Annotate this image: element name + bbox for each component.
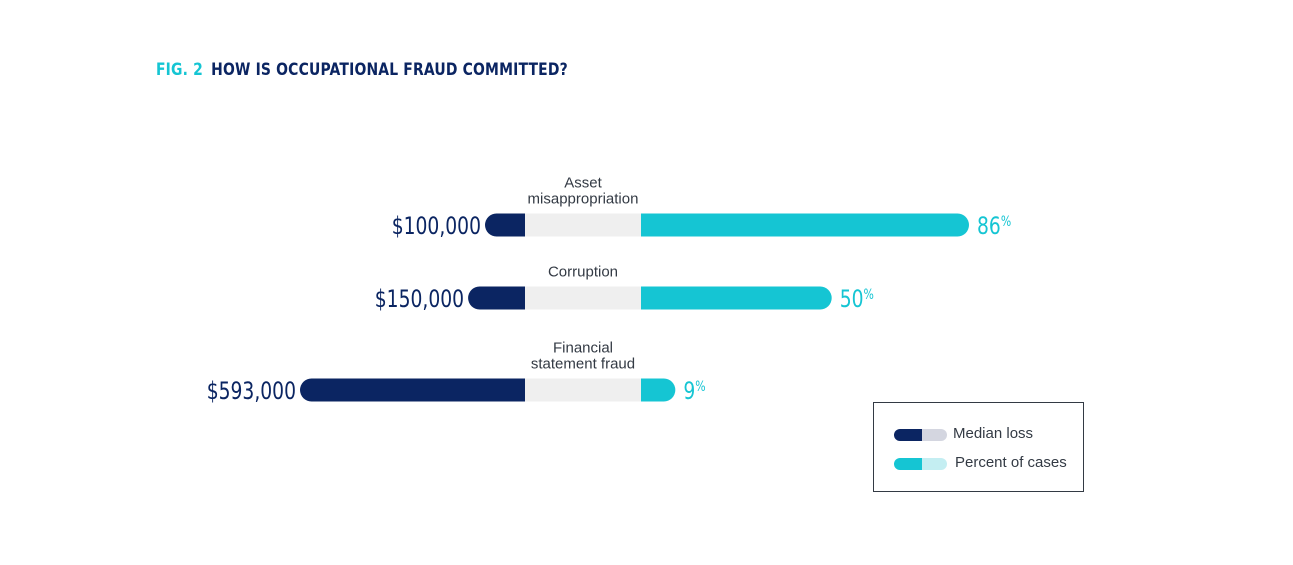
bar-percent-cases-financial-statement-fraud	[641, 378, 676, 402]
legend-label-median-loss: Median loss	[953, 425, 1034, 442]
legend-swatch-percent-of-cases	[894, 458, 947, 470]
track-asset-misappropriation	[525, 213, 641, 237]
label-percent-cases-corruption: 50%	[840, 286, 874, 314]
bar-percent-cases-corruption	[641, 286, 832, 310]
label-percent-cases-financial-statement-fraud: 9%	[683, 378, 705, 406]
figure-title: FIG. 2 HOW IS OCCUPATIONAL FRAUD COMMITTE…	[156, 60, 568, 80]
label-median-loss-asset-misappropriation: $100,000	[392, 213, 481, 241]
category-label-corruption: Corruption	[548, 264, 618, 281]
figure-number: FIG. 2	[156, 60, 203, 80]
bar-percent-cases-asset-misappropriation	[641, 213, 969, 237]
track-financial-statement-fraud	[525, 378, 641, 402]
bar-median-loss-corruption	[468, 286, 525, 310]
label-median-loss-corruption: $150,000	[375, 286, 464, 314]
track-corruption	[525, 286, 641, 310]
legend: Median loss Percent of cases	[873, 402, 1084, 492]
legend-swatch-median-loss	[894, 429, 947, 441]
category-label-asset-misappropriation: Asset misappropriation	[528, 175, 639, 208]
label-median-loss-financial-statement-fraud: $593,000	[207, 378, 296, 406]
legend-label-percent-of-cases: Percent of cases	[955, 454, 1067, 471]
category-label-financial-statement-fraud: Financial statement fraud	[531, 340, 635, 373]
bar-median-loss-financial-statement-fraud	[300, 378, 525, 402]
bar-median-loss-asset-misappropriation	[485, 213, 525, 237]
label-percent-cases-asset-misappropriation: 86%	[977, 213, 1011, 241]
figure-title-text: HOW IS OCCUPATIONAL FRAUD COMMITTED?	[211, 60, 568, 80]
